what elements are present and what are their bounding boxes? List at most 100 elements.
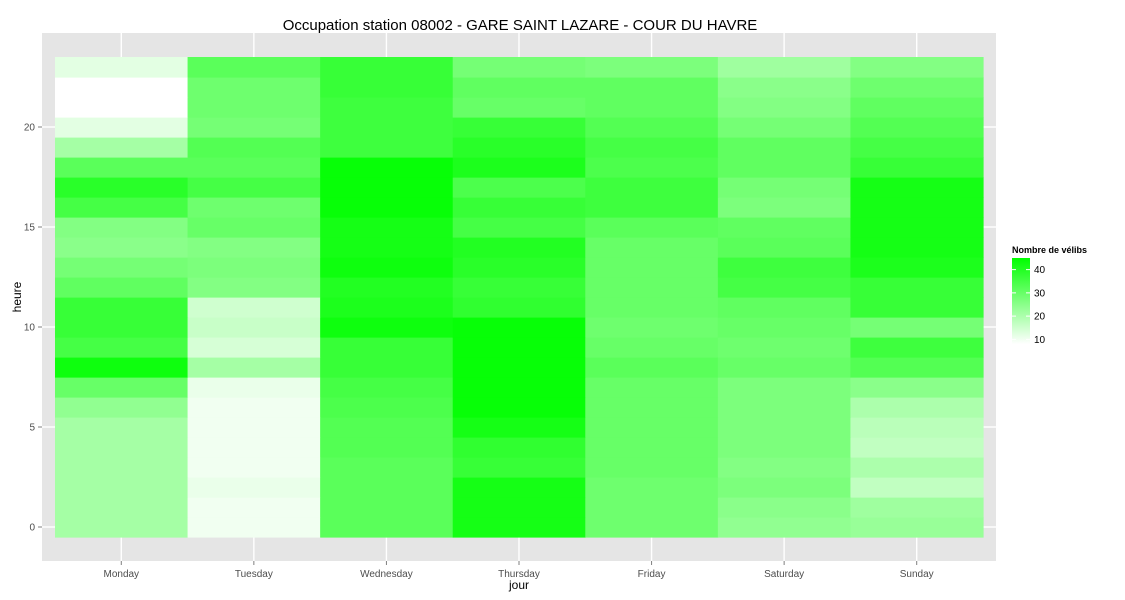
heatmap-cell xyxy=(187,317,321,338)
heatmap-cell xyxy=(55,337,189,358)
heatmap-cell xyxy=(717,57,852,78)
heatmap-cell xyxy=(452,217,586,238)
heatmap-cell xyxy=(452,497,586,518)
y-tick-label: 10 xyxy=(24,323,36,334)
heatmap-cell xyxy=(585,277,719,298)
heatmap-cell xyxy=(850,317,984,338)
heatmap-cell xyxy=(850,57,984,78)
heatmap-cell xyxy=(452,357,586,378)
heatmap-cell xyxy=(452,417,586,438)
heatmap-cell xyxy=(187,177,321,198)
heatmap-cell xyxy=(717,497,852,518)
y-tick-label: 0 xyxy=(29,523,35,534)
heatmap-cell xyxy=(55,237,189,258)
heatmap-cell xyxy=(452,437,586,458)
x-tick-label: Tuesday xyxy=(235,569,273,580)
heatmap-cell xyxy=(320,57,454,78)
heatmap-cell xyxy=(320,97,454,118)
heatmap-cell xyxy=(187,457,321,478)
x-tick-label: Wednesday xyxy=(360,569,413,580)
heatmap-cell xyxy=(717,437,852,458)
heatmap-cell xyxy=(585,117,719,138)
heatmap-tiles xyxy=(55,57,984,538)
heatmap-cell xyxy=(585,217,719,238)
heatmap-cell xyxy=(320,497,454,518)
heatmap-cell xyxy=(187,297,321,318)
heatmap-cell xyxy=(320,177,454,198)
heatmap-cell xyxy=(850,377,984,398)
heatmap-cell xyxy=(585,317,719,338)
heatmap-cell xyxy=(187,237,321,258)
heatmap-cell xyxy=(717,197,852,218)
heatmap-cell xyxy=(717,337,852,358)
heatmap-cell xyxy=(452,297,586,318)
heatmap-cell xyxy=(850,297,984,318)
heatmap-cell xyxy=(850,177,984,198)
x-axis: Monday Tuesday Wednesday Thursday Friday Satu… xyxy=(103,561,934,580)
heatmap-cell xyxy=(717,397,852,418)
heatmap-cell xyxy=(585,237,719,258)
heatmap-cell xyxy=(717,117,852,138)
heatmap-cell xyxy=(585,197,719,218)
heatmap-cell xyxy=(452,377,586,398)
heatmap-cell xyxy=(187,497,321,518)
heatmap-cell xyxy=(717,457,852,478)
heatmap-cell xyxy=(187,417,321,438)
heatmap-cell xyxy=(452,57,586,78)
heatmap-cell xyxy=(187,517,321,538)
heatmap-cell xyxy=(717,257,852,278)
heatmap-cell xyxy=(187,437,321,458)
heatmap-cell xyxy=(850,337,984,358)
y-axis-title: heure xyxy=(10,281,24,312)
heatmap-cell xyxy=(320,217,454,238)
heatmap-cell xyxy=(187,57,321,78)
heatmap-cell xyxy=(585,257,719,278)
heatmap-cell xyxy=(717,517,852,538)
x-tick-label: Monday xyxy=(103,569,139,580)
heatmap-cell xyxy=(55,117,189,138)
legend-ticks: 10 20 30 40 xyxy=(1012,265,1046,346)
heatmap-cell xyxy=(585,97,719,118)
x-tick-label: Thursday xyxy=(498,569,540,580)
heatmap-cell xyxy=(717,157,852,178)
heatmap-cell xyxy=(717,357,852,378)
y-tick-label: 20 xyxy=(24,123,36,134)
heatmap-cell xyxy=(717,317,852,338)
heatmap-cell xyxy=(55,277,189,298)
heatmap-cell xyxy=(55,377,189,398)
heatmap-cell xyxy=(452,77,586,98)
heatmap-cell xyxy=(320,377,454,398)
y-axis: 0 5 10 15 20 xyxy=(24,123,42,534)
heatmap-cell xyxy=(585,297,719,318)
heatmap-cell xyxy=(717,477,852,498)
heatmap-cell xyxy=(585,57,719,78)
heatmap-cell xyxy=(55,397,189,418)
heatmap-cell xyxy=(452,517,586,538)
legend-colorbar xyxy=(1012,258,1030,344)
heatmap-cell xyxy=(320,237,454,258)
heatmap-cell xyxy=(717,177,852,198)
heatmap-cell xyxy=(320,277,454,298)
heatmap-cell xyxy=(585,477,719,498)
heatmap-cell xyxy=(717,97,852,118)
heatmap-cell xyxy=(850,97,984,118)
heatmap-cell xyxy=(55,257,189,278)
heatmap-cell xyxy=(452,237,586,258)
heatmap-cell xyxy=(187,97,321,118)
heatmap-cell xyxy=(452,117,586,138)
heatmap-cell xyxy=(320,157,454,178)
heatmap-cell xyxy=(320,477,454,498)
heatmap-cell xyxy=(585,457,719,478)
heatmap-cell xyxy=(585,377,719,398)
heatmap-cell xyxy=(320,297,454,318)
heatmap-cell xyxy=(717,417,852,438)
heatmap-cell xyxy=(717,237,852,258)
heatmap-cell xyxy=(585,437,719,458)
heatmap-cell xyxy=(187,277,321,298)
heatmap-cell xyxy=(55,437,189,458)
heatmap-cell xyxy=(55,417,189,438)
heatmap-cell xyxy=(187,257,321,278)
heatmap-cell xyxy=(850,77,984,98)
heatmap-cell xyxy=(850,437,984,458)
heatmap-cell xyxy=(187,337,321,358)
